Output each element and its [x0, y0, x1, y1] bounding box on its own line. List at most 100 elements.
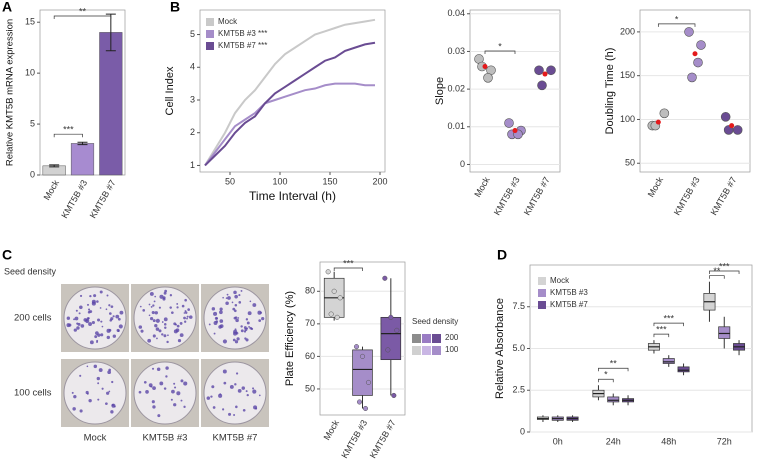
colony [167, 334, 169, 337]
box [718, 326, 731, 339]
data-point [325, 269, 331, 275]
colony [238, 294, 241, 297]
colony [213, 311, 218, 316]
error-bar [105, 13, 116, 52]
data-point [720, 112, 731, 122]
colony [79, 374, 82, 377]
colony [77, 322, 81, 326]
plot-frame [639, 9, 751, 173]
colony [180, 379, 184, 383]
colony [151, 367, 155, 370]
panel-letter: B [170, 0, 180, 15]
significance-label: ** [79, 6, 87, 16]
y-tick-label: 0 [460, 159, 465, 169]
colony [184, 320, 187, 323]
y-axis-title: Relative KMT5B mRNA expression [5, 19, 16, 166]
colony [186, 315, 189, 318]
colony [237, 317, 240, 319]
colony [119, 310, 124, 315]
colony [232, 338, 236, 342]
colony [80, 324, 85, 328]
colony [250, 327, 253, 330]
x-tick-label: KMT5B #3 [492, 175, 522, 217]
colony [155, 318, 160, 323]
colony [163, 387, 167, 390]
colony [91, 299, 96, 304]
colony [117, 329, 120, 333]
colony [148, 303, 151, 306]
panel-letter: D [497, 247, 507, 263]
colony [108, 312, 112, 315]
data-point [356, 399, 363, 405]
data-point [684, 27, 694, 37]
legend-swatch [538, 289, 546, 297]
colony [97, 318, 101, 322]
colony [91, 320, 95, 325]
colony [138, 325, 143, 329]
colony [150, 385, 153, 388]
x-tick-label: 50 [225, 176, 235, 186]
colony [75, 309, 78, 312]
y-axis-title: Doubling Time (h) [604, 48, 616, 135]
y-tick-label: 2.5 [512, 385, 525, 395]
colony [238, 301, 242, 304]
y-tick-label: 5 [30, 118, 35, 128]
colony [74, 316, 79, 321]
colony [100, 333, 104, 337]
colony [152, 405, 156, 409]
series-line [204, 82, 375, 167]
significance-label: *** [719, 261, 730, 271]
legend-swatch [206, 42, 214, 50]
colony [234, 340, 239, 344]
y-tick-label: 5.0 [512, 343, 525, 353]
colony [154, 295, 157, 298]
y-tick-label: 0.03 [447, 46, 465, 56]
colony [96, 376, 100, 381]
colony [241, 386, 245, 390]
colony [96, 300, 99, 303]
legend-swatch [412, 346, 421, 355]
colony [149, 291, 154, 296]
colony [242, 408, 246, 412]
colony [159, 381, 164, 386]
colony [156, 367, 161, 371]
y-tick-label: 60 [305, 351, 315, 361]
colony [183, 381, 188, 386]
colony [169, 306, 172, 309]
colony [165, 375, 168, 378]
colony [164, 326, 167, 330]
colony [113, 405, 116, 408]
colony [93, 364, 98, 369]
data-point [334, 314, 340, 320]
column-label: KMT5B #3 [143, 433, 188, 444]
colony [215, 320, 219, 323]
series-line [204, 41, 376, 167]
data-point [337, 295, 343, 301]
colony [245, 318, 249, 321]
colony [89, 294, 92, 298]
x-tick-label: KMT5B #3 [339, 418, 369, 460]
colony [245, 390, 248, 393]
x-tick-label: Mock [322, 418, 342, 442]
colony [88, 398, 92, 403]
significance-bracket [53, 133, 83, 138]
data-point [504, 118, 514, 128]
colony [173, 382, 176, 385]
colony [151, 310, 155, 315]
colony [234, 316, 238, 319]
data-point [696, 40, 706, 50]
significance-label: * [498, 41, 502, 51]
error-bar [77, 141, 88, 146]
colony [219, 307, 223, 311]
box [677, 366, 690, 373]
significance-label: *** [663, 314, 674, 324]
colony [173, 329, 178, 334]
panel-letter: C [2, 247, 12, 263]
data-point [687, 72, 697, 83]
colony [73, 318, 76, 321]
colony [79, 305, 83, 310]
colony [233, 290, 237, 295]
colony [222, 339, 228, 344]
colony [96, 341, 98, 344]
significance-bracket [598, 378, 614, 383]
